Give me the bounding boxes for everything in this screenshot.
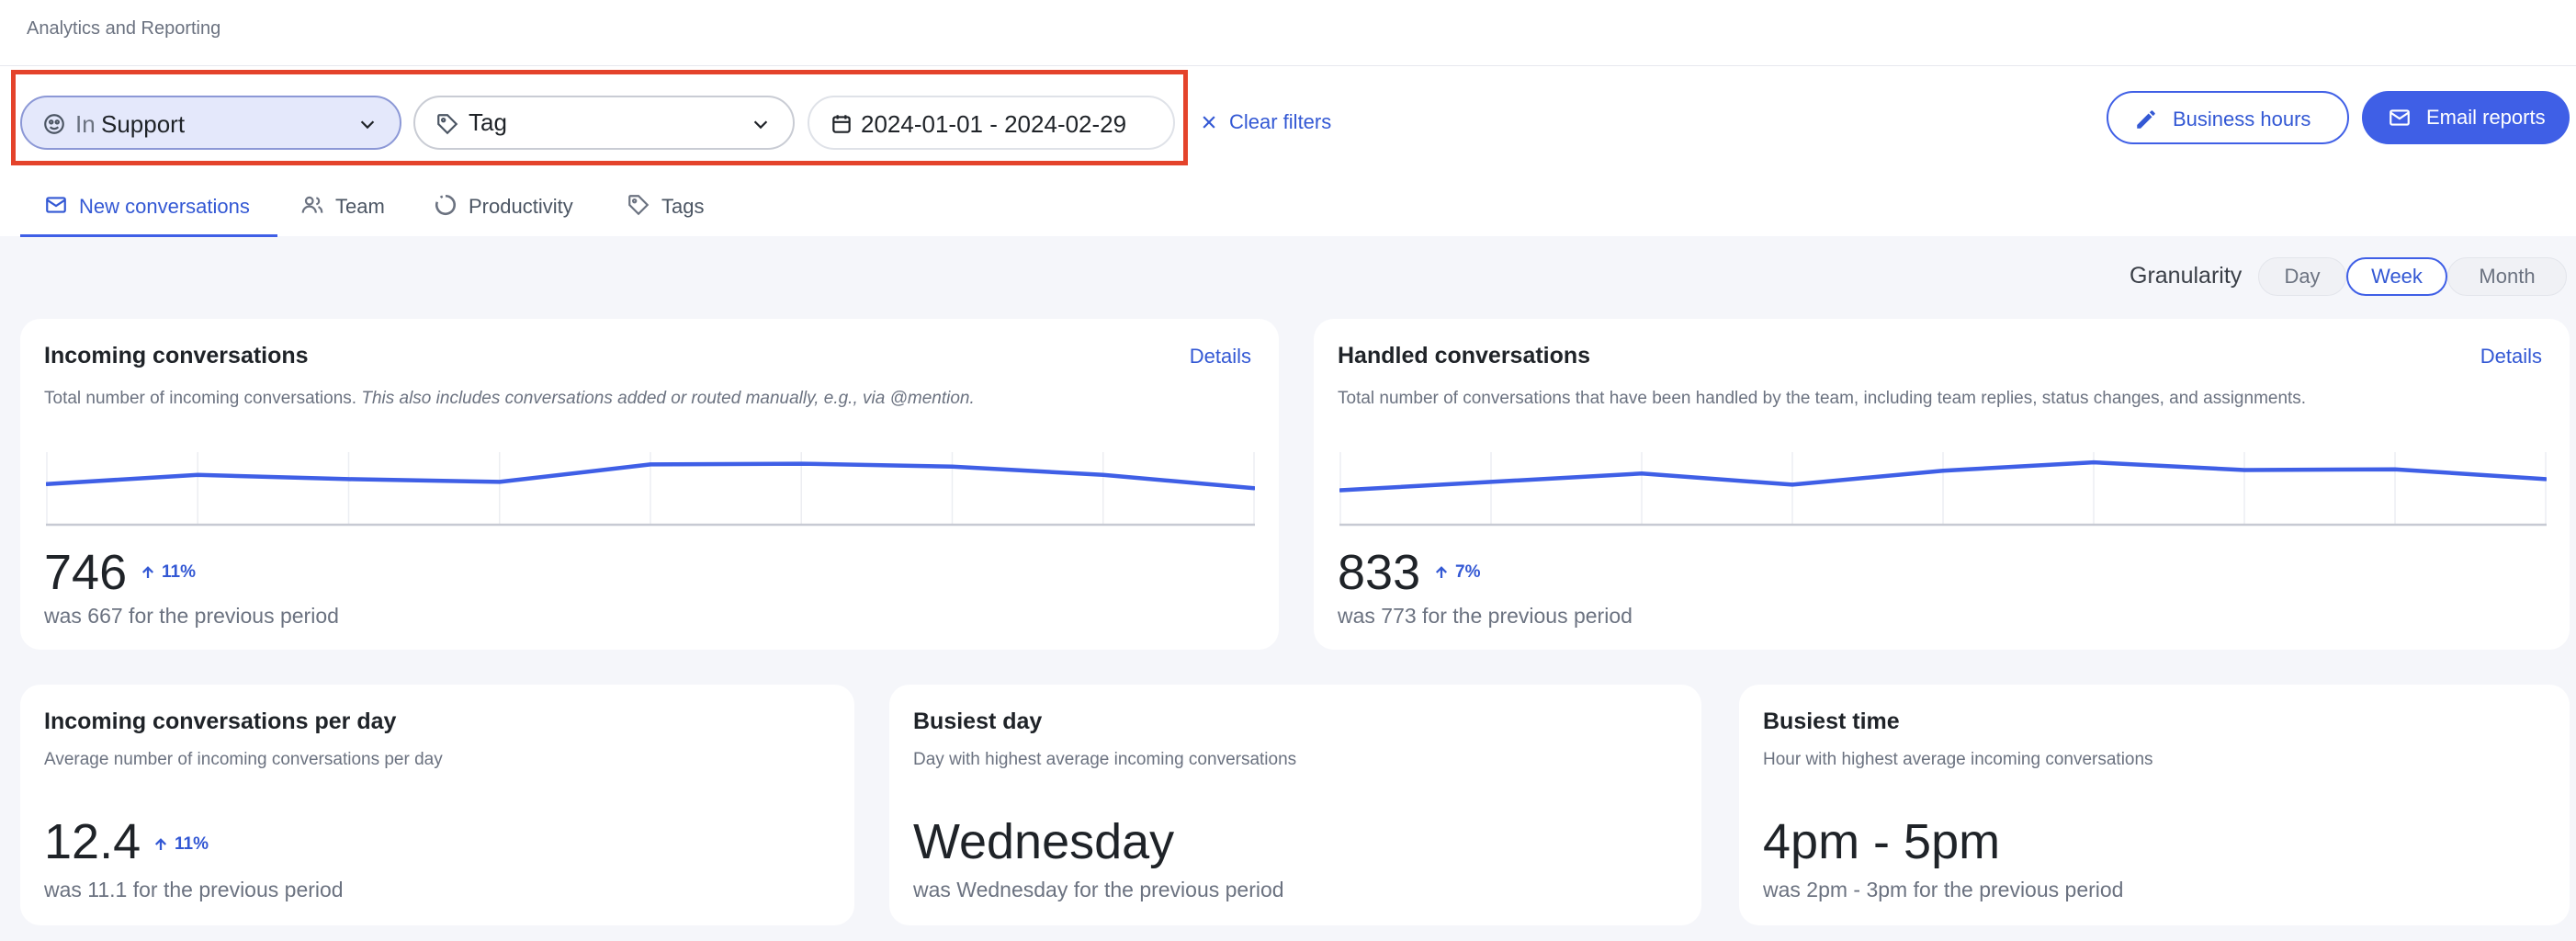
tag-icon bbox=[437, 114, 458, 135]
card-description: Total number of conversations that have … bbox=[1338, 389, 2307, 408]
card-title: Handled conversations bbox=[1338, 343, 1591, 368]
arrow-up-icon bbox=[1435, 566, 1448, 578]
handled-details-link[interactable]: Details bbox=[2480, 345, 2542, 368]
busiest-day-card: Busiest day Day with highest average inc… bbox=[889, 685, 1701, 925]
incoming-value: 746 bbox=[44, 545, 128, 600]
arrow-up-icon bbox=[154, 838, 167, 850]
incoming-sparkline bbox=[46, 452, 1255, 527]
tab-team[interactable]: Team bbox=[300, 184, 385, 237]
card-title: Busiest time bbox=[1763, 709, 1900, 734]
busiest-time-card: Busiest time Hour with highest average i… bbox=[1739, 685, 2570, 925]
granularity-week[interactable]: Week bbox=[2346, 257, 2447, 296]
delta-value: 11% bbox=[162, 562, 196, 582]
handled-sparkline bbox=[1339, 452, 2547, 527]
tab-productivity[interactable]: Productivity bbox=[434, 184, 573, 237]
per-day-value: 12.4 bbox=[44, 814, 141, 869]
incoming-details-link[interactable]: Details bbox=[1189, 345, 1251, 368]
inbox-icon bbox=[44, 114, 64, 134]
chevron-down-icon bbox=[753, 120, 768, 130]
business-hours-button[interactable]: Business hours bbox=[2107, 91, 2349, 144]
busiest-time-previous: was 2pm - 3pm for the previous period bbox=[1763, 878, 2124, 901]
email-reports-button[interactable]: Email reports bbox=[2362, 91, 2570, 144]
page-breadcrumb: Analytics and Reporting bbox=[27, 18, 221, 39]
handled-value: 833 bbox=[1338, 545, 1421, 600]
delta-value: 7% bbox=[1455, 562, 1481, 582]
delta-value: 11% bbox=[175, 834, 209, 854]
tab-new-conversations[interactable]: New conversations bbox=[20, 184, 277, 237]
tag-filter-value: Tag bbox=[469, 108, 507, 136]
busiest-day-previous: was Wednesday for the previous period bbox=[913, 878, 1284, 901]
email-reports-label: Email reports bbox=[2426, 106, 2546, 129]
per-day-card: Incoming conversations per day Average n… bbox=[20, 685, 854, 925]
sparkline-series bbox=[1339, 459, 2547, 493]
busiest-day-value: Wednesday bbox=[913, 814, 1175, 869]
arrow-up-icon bbox=[141, 566, 154, 578]
card-title: Incoming conversations per day bbox=[44, 709, 397, 734]
tag-filter-dropdown[interactable]: Tag bbox=[413, 96, 795, 150]
inbox-filter-value: Support bbox=[101, 110, 186, 138]
sparkline-series bbox=[46, 461, 1255, 491]
envelope-icon bbox=[46, 197, 66, 213]
card-description: Hour with highest average incoming conve… bbox=[1763, 750, 2153, 769]
top-bar: Analytics and Reporting bbox=[0, 0, 2576, 66]
clear-filters-button[interactable]: Clear filters bbox=[1200, 108, 1331, 136]
filters-highlight-box bbox=[11, 70, 1188, 165]
card-title: Incoming conversations bbox=[44, 343, 309, 368]
team-icon bbox=[301, 196, 323, 213]
per-day-delta: 11% bbox=[153, 834, 209, 855]
tab-label: Tags bbox=[661, 195, 705, 218]
tab-label: New conversations bbox=[79, 195, 250, 218]
card-title: Busiest day bbox=[913, 709, 1043, 734]
per-day-previous: was 11.1 for the previous period bbox=[44, 878, 344, 901]
business-hours-label: Business hours bbox=[2173, 108, 2311, 130]
handled-conversations-card: Handled conversations Details Total numb… bbox=[1314, 319, 2570, 650]
date-range-value: 2024-01-01 - 2024-02-29 bbox=[861, 110, 1127, 138]
handled-previous: was 773 for the previous period bbox=[1338, 604, 1633, 628]
envelope-icon bbox=[2390, 109, 2410, 126]
incoming-conversations-card: Incoming conversations Details Total num… bbox=[20, 319, 1279, 650]
progress-circle-icon bbox=[435, 194, 457, 216]
granularity-day[interactable]: Day bbox=[2258, 257, 2346, 296]
inbox-filter-dropdown[interactable]: In Support bbox=[20, 96, 401, 150]
tab-label: Team bbox=[335, 195, 385, 218]
desc-italic: This also includes conversations added o… bbox=[361, 389, 975, 408]
calendar-icon bbox=[832, 115, 851, 133]
incoming-delta: 11% bbox=[140, 562, 196, 583]
tag-icon bbox=[628, 195, 650, 216]
pencil-icon bbox=[2137, 110, 2155, 129]
granularity-label: Granularity bbox=[2130, 263, 2243, 289]
incoming-previous: was 667 for the previous period bbox=[44, 604, 339, 628]
date-range-picker[interactable]: 2024-01-01 - 2024-02-29 bbox=[808, 96, 1175, 150]
chevron-down-icon bbox=[360, 120, 375, 130]
busiest-time-value: 4pm - 5pm bbox=[1763, 814, 2001, 869]
card-description: Average number of incoming conversations… bbox=[44, 750, 443, 769]
card-description: Day with highest average incoming conver… bbox=[913, 750, 1297, 769]
handled-delta: 7% bbox=[1433, 562, 1480, 583]
tab-tags[interactable]: Tags bbox=[627, 184, 704, 237]
inbox-filter-prefix: In bbox=[75, 110, 96, 138]
close-icon bbox=[1203, 116, 1215, 129]
tab-label: Productivity bbox=[469, 195, 573, 218]
card-description: Total number of incoming conversations. … bbox=[44, 389, 975, 409]
granularity-month[interactable]: Month bbox=[2447, 257, 2567, 296]
desc-plain: Total number of incoming conversations. bbox=[44, 389, 362, 408]
clear-filters-label: Clear filters bbox=[1229, 110, 1332, 133]
